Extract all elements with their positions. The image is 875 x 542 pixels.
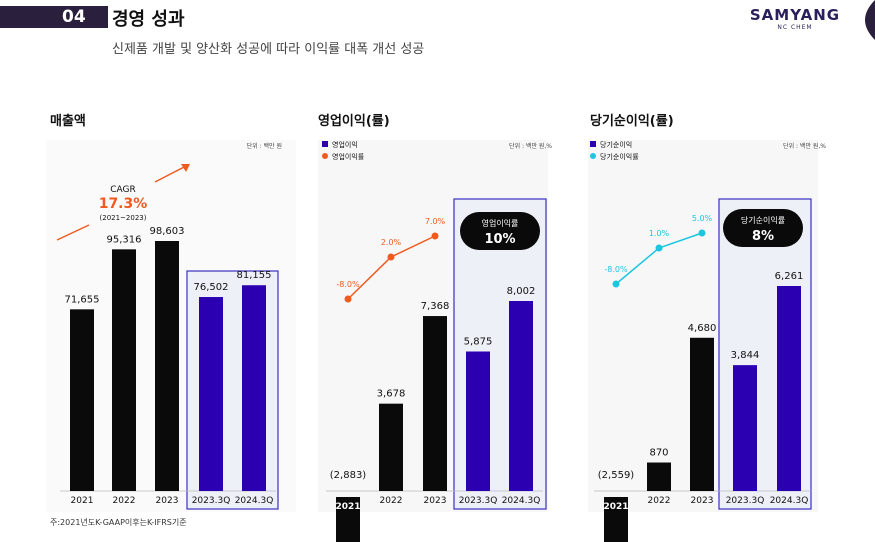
legend-label: 당기순이익률 xyxy=(600,152,639,161)
x-tick-label: 2021 xyxy=(71,496,94,506)
cagr-period: (2021~2023) xyxy=(100,214,147,222)
x-tick-label: 2023.3Q xyxy=(726,496,765,506)
rate-badge-value: 10% xyxy=(484,232,515,247)
cagr-arrow-icon xyxy=(181,164,190,172)
unit-label: 단위 : 백만 원,% xyxy=(509,142,552,150)
bar-value-label: (2,883) xyxy=(330,470,367,481)
company-logo: SAMYANG NC CHEM xyxy=(740,6,850,31)
legend-swatch-line xyxy=(322,153,328,159)
bar xyxy=(336,497,360,542)
unit-label: 단위 : 백만 원 xyxy=(247,142,282,150)
rate-point xyxy=(387,253,395,261)
rate-point xyxy=(344,295,352,303)
bar-value-label: 8,002 xyxy=(507,286,536,297)
bar-value-label: 3,678 xyxy=(377,389,406,400)
x-tick-label: 2022 xyxy=(380,496,403,506)
bar-value-label: (2,559) xyxy=(598,470,635,481)
x-tick-label: 2023 xyxy=(691,496,714,506)
chart-title: 매출액 xyxy=(50,113,86,129)
rate-point xyxy=(612,280,620,288)
rate-label: 1.0% xyxy=(649,229,670,238)
x-tick-label: 2024.3Q xyxy=(235,496,274,506)
logo-subtext: NC CHEM xyxy=(777,24,813,31)
bar-value-label: 95,316 xyxy=(107,234,142,245)
cagr-arrow-head-line xyxy=(154,165,187,183)
rate-badge-value: 8% xyxy=(752,229,774,244)
rate-badge-label: 당기순이익률 xyxy=(741,215,785,225)
bar-value-label: 76,502 xyxy=(194,282,229,293)
page-subtitle: 신제품 개발 및 양산화 성공에 따라 이익률 대폭 개선 성공 xyxy=(112,42,425,57)
bar-value-label: 5,875 xyxy=(464,337,493,348)
bar xyxy=(733,365,757,491)
rate-label: 7.0% xyxy=(425,217,446,226)
bar xyxy=(604,497,628,542)
bar xyxy=(690,337,714,491)
bar-value-label: 81,155 xyxy=(237,270,272,281)
x-tick-label: 2023 xyxy=(424,496,447,506)
bar-value-label: 3,844 xyxy=(731,350,760,361)
bar-value-label: 98,603 xyxy=(150,226,185,237)
bar xyxy=(777,286,801,491)
bar xyxy=(155,241,179,491)
bar xyxy=(242,285,266,491)
rate-label: -8.0% xyxy=(336,280,360,289)
unit-label: 단위 : 백만 원,% xyxy=(783,142,826,150)
rate-line xyxy=(615,232,703,285)
bar-value-label: 4,680 xyxy=(688,323,717,334)
rate-point xyxy=(698,229,706,237)
rate-label: -8.0% xyxy=(604,265,628,274)
footnote: 주:2021년도K-GAAP이후는K-IFRS기준 xyxy=(50,518,187,527)
x-tick-label: 2023 xyxy=(156,496,179,506)
bar-value-label: 6,261 xyxy=(775,271,804,282)
bar xyxy=(199,297,223,491)
rate-point xyxy=(431,232,439,240)
bar xyxy=(509,301,533,491)
bar xyxy=(466,351,490,491)
bar xyxy=(70,309,94,491)
bar xyxy=(647,462,671,491)
logo-wordmark: SAMYANG xyxy=(749,6,841,24)
bar-value-label: 870 xyxy=(649,448,668,459)
rate-label: 5.0% xyxy=(692,214,713,223)
legend-swatch-line xyxy=(590,153,596,159)
x-tick-label: 2023.3Q xyxy=(192,496,231,506)
x-tick-label: 2022 xyxy=(113,496,136,506)
bar xyxy=(379,403,403,491)
x-tick-label: 2023.3Q xyxy=(459,496,498,506)
chart-title: 당기순이익(률) xyxy=(590,113,674,129)
rate-badge-label: 영업이익률 xyxy=(482,218,519,228)
legend-label: 영업이익률 xyxy=(332,152,365,161)
legend-swatch-bar xyxy=(322,141,328,147)
x-tick-label: 2021 xyxy=(335,502,360,512)
x-tick-label: 2021 xyxy=(603,502,628,512)
rate-point xyxy=(655,244,663,252)
cagr-value: 17.3% xyxy=(99,196,148,212)
logo-swoosh-icon xyxy=(865,0,875,40)
chart-title: 영업이익(률) xyxy=(318,113,390,129)
bar-value-label: 71,655 xyxy=(65,294,100,305)
section-number: 04 xyxy=(0,6,108,28)
cagr-label: CAGR xyxy=(110,185,136,195)
rate-label: 2.0% xyxy=(381,238,402,247)
x-tick-label: 2024.3Q xyxy=(770,496,809,506)
legend-label: 영업이익 xyxy=(332,140,358,149)
rate-badge xyxy=(723,209,803,247)
bar xyxy=(112,249,136,491)
legend-label: 당기순이익 xyxy=(600,140,632,149)
cagr-arrow-tail xyxy=(56,224,90,241)
rate-badge xyxy=(460,212,540,250)
x-tick-label: 2022 xyxy=(648,496,671,506)
bar xyxy=(423,316,447,491)
bar-value-label: 7,368 xyxy=(421,301,450,312)
x-tick-label: 2024.3Q xyxy=(502,496,541,506)
header xyxy=(0,0,875,70)
section-title: 경영 성과 xyxy=(112,9,185,30)
legend-swatch-bar xyxy=(590,141,596,147)
